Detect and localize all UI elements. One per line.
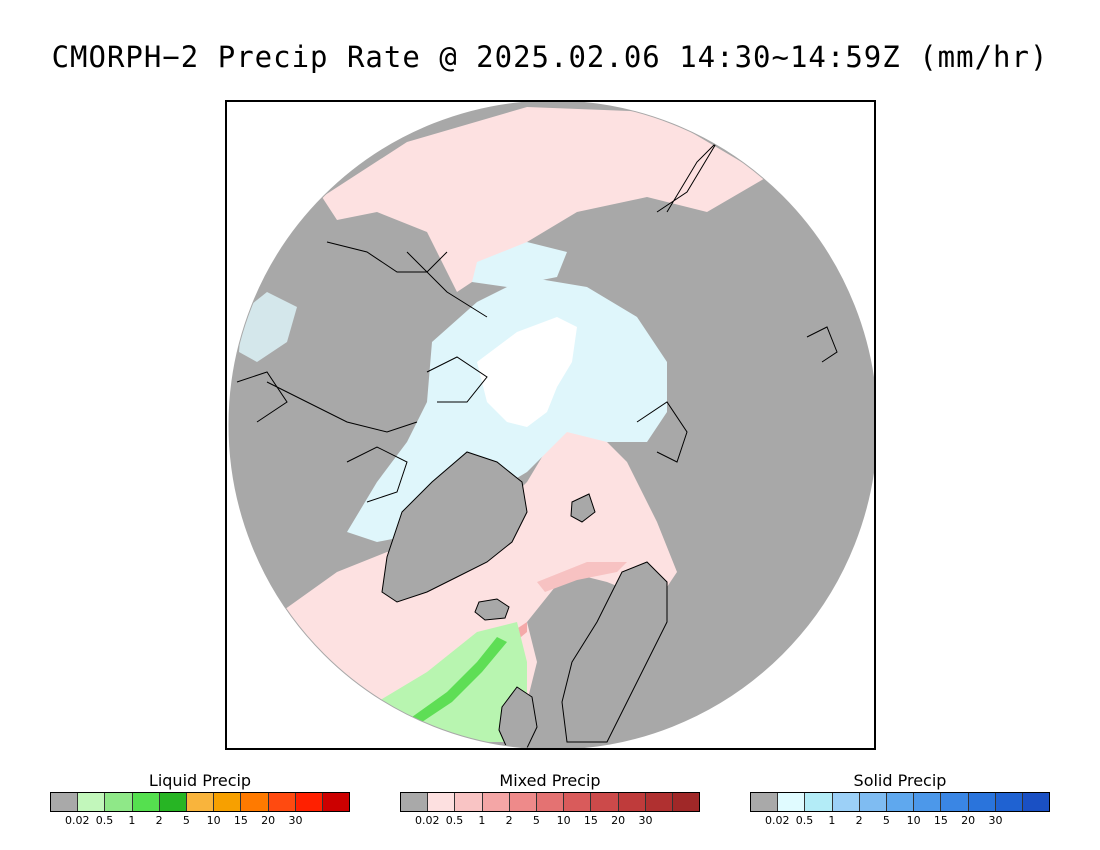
legend-tick-label: 1 (828, 814, 836, 827)
legend-ticks: 0.02 0.5 1 2 5 10 15 20 30 (400, 812, 700, 828)
legend-swatch (618, 793, 646, 811)
legend-tick-label: 0.5 (445, 814, 464, 827)
legend-swatch (536, 793, 565, 811)
legend-swatch (941, 793, 969, 811)
polar-map (228, 102, 874, 748)
legend-swatch (591, 793, 619, 811)
legend-swatches (400, 792, 700, 812)
legend-tick-label: 5 (182, 814, 190, 827)
legend-tick-label: 0.5 (95, 814, 114, 827)
legend-tick-label: 20 (261, 814, 276, 827)
svalbard (570, 493, 596, 523)
solid-precip-area-canada (239, 292, 297, 362)
legend-tick-label: 0.02 (65, 814, 90, 827)
legend-swatch (672, 793, 700, 811)
legend-swatch (186, 793, 215, 811)
legend-tick-label: 5 (532, 814, 540, 827)
legend-ticks: 0.02 0.5 1 2 5 10 15 20 30 (750, 812, 1050, 828)
legend-swatch (805, 793, 833, 811)
legend-swatch (295, 793, 323, 811)
legend-tick-label: 5 (882, 814, 890, 827)
legend-solid: Solid Precip 0.02 0.5 1 2 5 10 15 20 30 (750, 770, 1050, 828)
coastlines (236, 141, 838, 503)
legend-title: Liquid Precip (148, 771, 252, 790)
legend-swatch (401, 793, 429, 811)
legend-swatch (968, 793, 996, 811)
iceland (474, 598, 510, 621)
legend-swatch (105, 793, 133, 811)
legend-tick-label: 10 (556, 814, 571, 827)
legend-swatches (750, 792, 1050, 812)
legend-swatch (78, 793, 106, 811)
legend-ticks: 0.02 0.5 1 2 5 10 15 20 30 (50, 812, 350, 828)
polar-no-data (477, 317, 577, 427)
legend-swatch (322, 793, 350, 811)
legend-tick-label: 15 (233, 814, 248, 827)
legend-swatch (132, 793, 160, 811)
legend-title: Solid Precip (853, 771, 947, 790)
legend-tick-label: 2 (505, 814, 513, 827)
greenland (381, 451, 528, 603)
solid-precip-area-sib (472, 242, 567, 287)
legend-swatch (51, 793, 79, 811)
legend-swatch (241, 793, 269, 811)
legend-tick-label: 30 (288, 814, 303, 827)
legend-swatch (778, 793, 806, 811)
legend-tick-label: 0.02 (415, 814, 440, 827)
legend-tick-label: 15 (933, 814, 948, 827)
legend-tick-label: 20 (611, 814, 626, 827)
legend-swatch (564, 793, 592, 811)
legend-swatch (886, 793, 915, 811)
map-title: CMORPH−2 Precip Rate @ 2025.02.06 14:30~… (51, 40, 1049, 74)
legend-tick-label: 10 (906, 814, 921, 827)
legend-tick-label: 20 (961, 814, 976, 827)
legend-swatch (268, 793, 296, 811)
map-frame (225, 100, 876, 750)
legend-tick-label: 30 (988, 814, 1003, 827)
scandinavia (561, 561, 668, 743)
legend-swatch (428, 793, 456, 811)
legend-swatch (1022, 793, 1050, 811)
legend-tick-label: 30 (638, 814, 653, 827)
legend-tick-label: 2 (155, 814, 163, 827)
map-disk-outline (228, 102, 874, 748)
legend-swatch (859, 793, 887, 811)
legend-tick-label: 10 (206, 814, 221, 827)
legend-swatch (995, 793, 1023, 811)
legend-swatch (509, 793, 537, 811)
legend-swatch (214, 793, 242, 811)
legend-tick-label: 0.5 (795, 814, 814, 827)
legend-swatch (751, 793, 779, 811)
british-isles (498, 686, 538, 748)
mixed-precip-area-north (322, 107, 767, 292)
legend-tick-label: 1 (128, 814, 136, 827)
mixed-precip-band-2 (537, 562, 627, 592)
liquid-precip-band (412, 637, 507, 724)
legend-tick-label: 1 (478, 814, 486, 827)
legend-title: Mixed Precip (499, 771, 601, 790)
legend-swatch (455, 793, 483, 811)
legend-liquid: Liquid Precip 0.02 0.5 1 2 5 10 15 20 30 (50, 770, 350, 828)
legend-swatch (914, 793, 942, 811)
legend-mixed: Mixed Precip 0.02 0.5 1 2 5 10 15 20 30 (400, 770, 700, 828)
legend-swatches (50, 792, 350, 812)
legend-swatch (482, 793, 510, 811)
legend-tick-label: 15 (583, 814, 598, 827)
legend-swatch (159, 793, 187, 811)
legend-swatch (832, 793, 860, 811)
legend-tick-label: 2 (855, 814, 863, 827)
legend-swatch (645, 793, 673, 811)
legend-tick-label: 0.02 (765, 814, 790, 827)
